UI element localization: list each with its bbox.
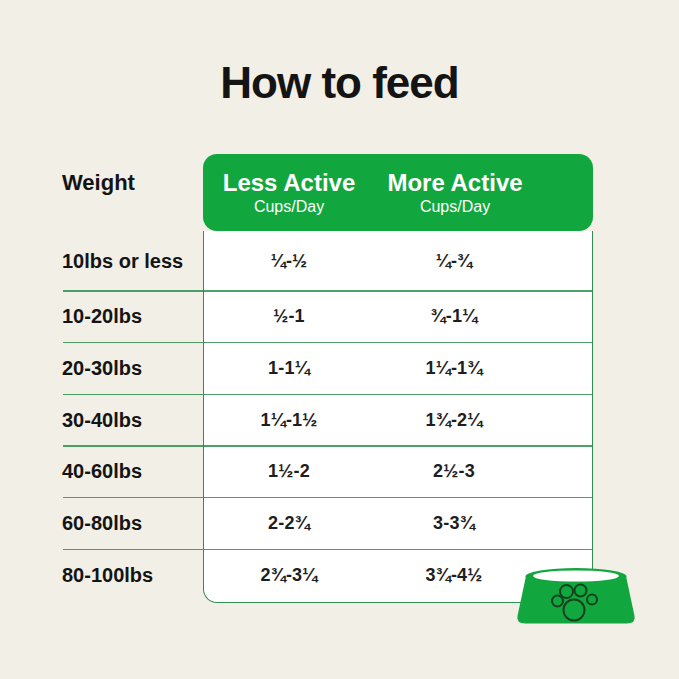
table-row: 1-1¼ 1¼-1¾: [204, 343, 592, 395]
table-column-headers: Less Active Cups/Day More Active Cups/Da…: [203, 154, 593, 231]
table-body: ¼-½ ¼-¾ ½-1 ¾-1¼ 1-1¼ 1¼-1¾ 1¼-1½ 1¾-2¼ …: [204, 231, 592, 602]
less-active-value: 2-2¾: [204, 498, 374, 550]
less-active-value: 2¾-3¼: [204, 549, 374, 601]
more-active-label: More Active: [387, 169, 522, 197]
table-row: 1½-2 2½-3: [204, 446, 592, 498]
more-active-value: ¾-1¼: [374, 291, 534, 343]
table-row: 1¼-1½ 1¾-2¼: [204, 394, 592, 446]
less-active-value: ¼-½: [204, 231, 374, 291]
weight-row-label: 10lbs or less: [62, 231, 202, 291]
weight-row-label: 30-40lbs: [62, 394, 202, 446]
less-active-value: 1-1¼: [204, 343, 374, 395]
table-row: ½-1 ¾-1¼: [204, 291, 592, 343]
more-active-value: ¼-¾: [374, 231, 534, 291]
table-row: 2-2¾ 3-3¾: [204, 498, 592, 550]
column-header-less-active: Less Active Cups/Day: [203, 169, 375, 217]
weight-row-label: 40-60lbs: [62, 446, 202, 498]
dog-bowl-icon: [508, 567, 640, 627]
weight-row-label: 60-80lbs: [62, 498, 202, 550]
less-active-value: 1¼-1½: [204, 394, 374, 446]
less-active-value: 1½-2: [204, 446, 374, 498]
table-row: ¼-½ ¼-¾: [204, 231, 592, 291]
more-active-value: 1¼-1¾: [374, 343, 534, 395]
less-active-label: Less Active: [223, 169, 356, 197]
weight-column-header: Weight: [62, 170, 135, 196]
weight-row-label: 20-30lbs: [62, 343, 202, 395]
feeding-guide-infographic: How to feed Weight Less Active Cups/Day …: [0, 0, 679, 679]
less-active-unit: Cups/Day: [254, 197, 324, 216]
column-header-more-active: More Active Cups/Day: [375, 169, 535, 217]
more-active-value: 3-3¾: [374, 498, 534, 550]
weight-row-label: 10-20lbs: [62, 291, 202, 343]
less-active-value: ½-1: [204, 291, 374, 343]
more-active-value: 2½-3: [374, 446, 534, 498]
weight-column: 10lbs or less10-20lbs20-30lbs30-40lbs40-…: [62, 231, 202, 603]
more-active-unit: Cups/Day: [420, 197, 490, 216]
table-panel: ¼-½ ¼-¾ ½-1 ¾-1¼ 1-1¼ 1¼-1¾ 1¼-1½ 1¾-2¼ …: [203, 231, 593, 603]
page-title: How to feed: [0, 58, 679, 108]
weight-row-label: 80-100lbs: [62, 549, 202, 601]
more-active-value: 1¾-2¼: [374, 394, 534, 446]
